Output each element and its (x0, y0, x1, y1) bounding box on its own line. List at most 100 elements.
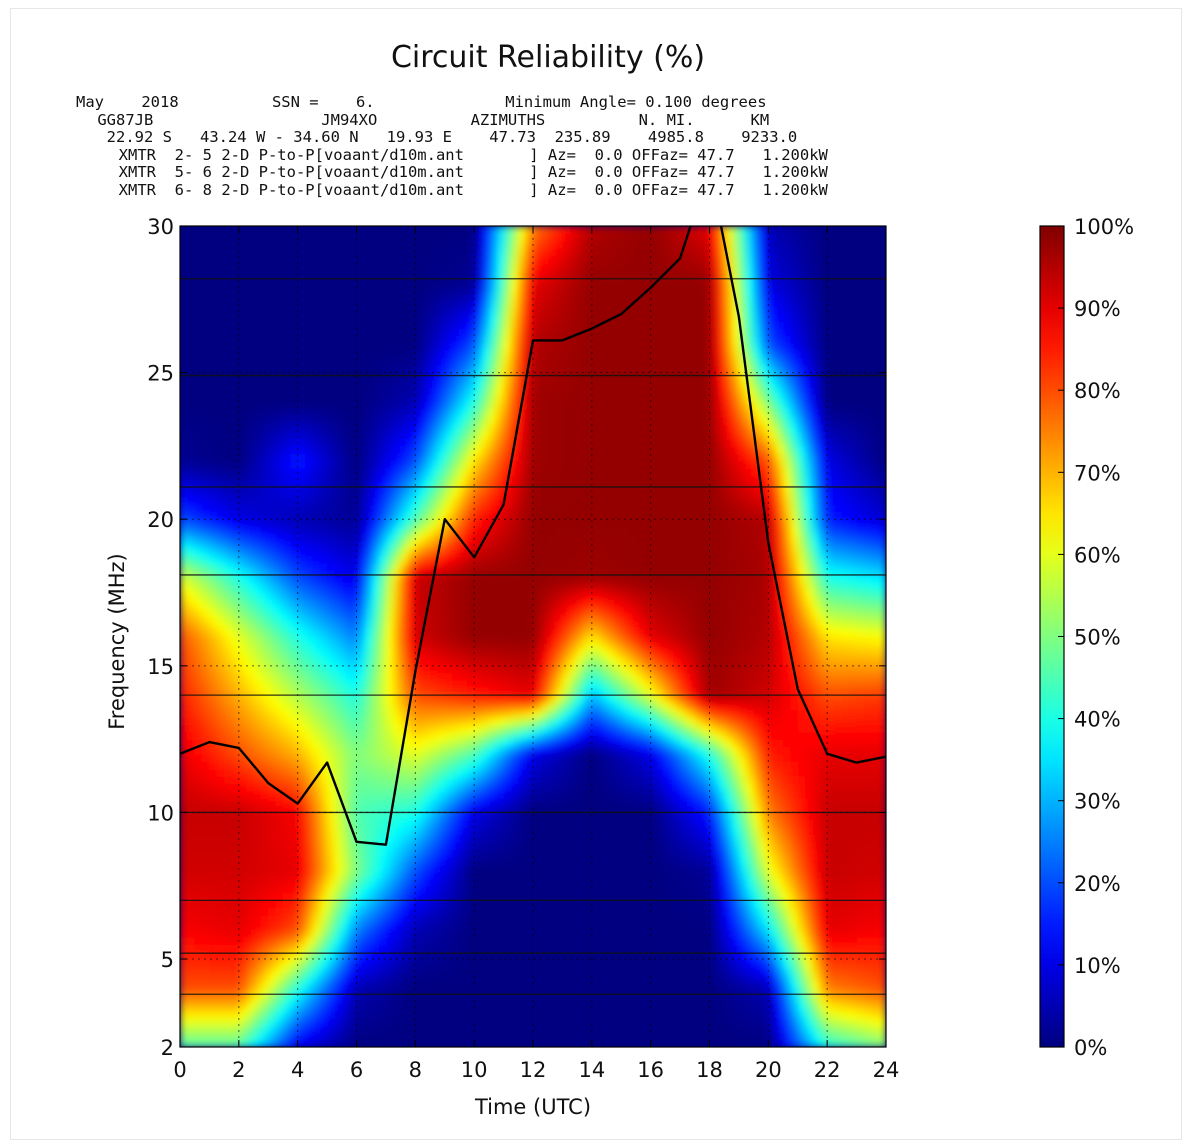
heatmap-cell (430, 775, 438, 784)
heatmap-cell (180, 592, 188, 601)
heatmap-cell (363, 343, 372, 352)
heatmap-cell (415, 629, 424, 638)
heatmap-cell (437, 724, 446, 733)
heatmap-cell (400, 841, 409, 850)
heatmap-cell (459, 1039, 468, 1047)
heatmap-cell (319, 929, 328, 938)
heatmap-cell (422, 621, 431, 630)
heatmap-cell (282, 790, 291, 799)
heatmap-cell (202, 724, 211, 733)
heatmap-cell (297, 731, 306, 740)
heatmap-cell (216, 695, 225, 704)
heatmap-cell (422, 951, 431, 960)
heatmap-cell (312, 269, 321, 278)
heatmap-cell (488, 863, 497, 872)
heatmap-cell (459, 915, 468, 923)
heatmap-cell (452, 768, 461, 777)
heatmap-cell (371, 247, 380, 256)
heatmap-cell (209, 900, 218, 909)
heatmap-cell (319, 438, 328, 447)
heatmap-cell (437, 387, 446, 396)
heatmap-cell (290, 995, 299, 1004)
heatmap-cell (341, 291, 350, 300)
heatmap-cell (202, 306, 211, 315)
heatmap-cell (444, 717, 453, 726)
heatmap-cell (363, 226, 372, 234)
heatmap-cell (356, 299, 365, 308)
heatmap-cell (202, 1003, 211, 1011)
heatmap-cell (260, 643, 269, 652)
heatmap-cell (488, 599, 497, 608)
heatmap-cell (334, 489, 343, 498)
heatmap-cell (452, 247, 461, 256)
heatmap-cell (327, 878, 336, 887)
heatmap-cell (356, 871, 365, 879)
heatmap-cell (481, 643, 490, 652)
heatmap-cell (481, 291, 490, 300)
figure-frame (10, 8, 1182, 1140)
heatmap-cell (253, 563, 262, 572)
heatmap-cell (246, 599, 255, 608)
heatmap-cell (282, 460, 291, 469)
heatmap-cell (282, 445, 291, 454)
heatmap-cell (459, 973, 468, 982)
heatmap-cell (312, 995, 321, 1004)
heatmap-cell (422, 548, 431, 557)
heatmap-cell (430, 511, 438, 520)
heatmap-cell (224, 335, 233, 344)
heatmap-cell (319, 893, 328, 901)
heatmap-cell (407, 365, 416, 374)
heatmap-cell (194, 775, 203, 784)
heatmap-cell (474, 790, 483, 799)
heatmap-cell (466, 423, 475, 432)
heatmap-cell (216, 614, 225, 623)
heatmap-cell (349, 365, 358, 374)
heatmap-cell (363, 321, 372, 330)
heatmap-cell (305, 629, 313, 638)
heatmap-cell (378, 871, 387, 879)
heatmap-cell (194, 651, 203, 660)
heatmap-cell (385, 423, 394, 432)
heatmap-cell (444, 812, 453, 821)
heatmap-cell (282, 665, 291, 674)
heatmap-cell (481, 731, 490, 740)
heatmap-cell (260, 922, 269, 931)
heatmap-cell (407, 966, 416, 975)
heatmap-cell (224, 709, 233, 718)
heatmap-cell (349, 306, 358, 315)
heatmap-cell (371, 673, 380, 682)
heatmap-cell (459, 731, 468, 740)
heatmap-cell (194, 343, 203, 352)
heatmap-cell (246, 1003, 255, 1011)
heatmap-cell (496, 702, 505, 711)
heatmap-cell (268, 893, 277, 901)
heatmap-cell (253, 313, 262, 322)
heatmap-cell (356, 519, 365, 528)
heatmap-cell (430, 893, 438, 901)
heatmap-cell (297, 511, 306, 520)
heatmap-cell (334, 775, 343, 784)
heatmap-cell (253, 1039, 262, 1047)
heatmap-cell (297, 768, 306, 777)
heatmap-cell (422, 1003, 431, 1011)
heatmap-cell (349, 805, 358, 814)
heatmap-cell (297, 365, 306, 374)
heatmap-cell (371, 291, 380, 300)
heatmap-cell (452, 438, 461, 447)
heatmap-cell (180, 416, 188, 425)
heatmap-cell (180, 834, 188, 843)
heatmap-cell (224, 885, 233, 894)
heatmap-cell (319, 226, 328, 234)
heatmap-cell (371, 621, 380, 630)
heatmap-cell (422, 929, 431, 938)
heatmap-cell (496, 453, 505, 462)
heatmap-cell (202, 497, 211, 506)
heatmap-cell (385, 453, 394, 462)
heatmap-cell (187, 702, 196, 711)
heatmap-cell (238, 863, 247, 872)
heatmap-cell (312, 284, 321, 293)
heatmap-cell (224, 1025, 233, 1033)
heatmap-cell (400, 607, 409, 616)
heatmap-cell (246, 614, 255, 623)
heatmap-cell (415, 966, 424, 975)
